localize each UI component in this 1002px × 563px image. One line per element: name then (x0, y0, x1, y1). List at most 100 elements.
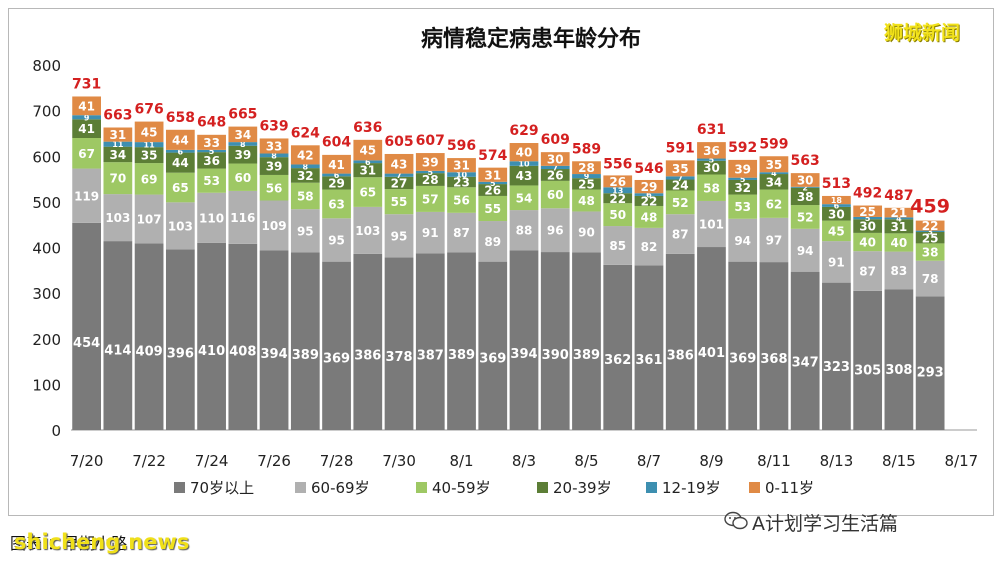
bar-segment (228, 190, 258, 244)
total-label: 589 (572, 141, 601, 157)
data-label: 55 (391, 195, 408, 209)
bar-segment (72, 119, 101, 138)
total-label: 596 (447, 138, 476, 154)
bar-segment (353, 177, 383, 207)
data-label: 26 (547, 169, 564, 183)
data-label: 62 (766, 197, 783, 211)
total-label: 658 (166, 110, 195, 126)
bar-segment (634, 193, 664, 196)
data-label: 70 (110, 172, 127, 186)
bar-segment (103, 146, 133, 163)
total-label: 591 (666, 140, 695, 156)
data-label: 387 (417, 348, 444, 363)
legend-label: 12-19岁 (662, 479, 721, 497)
chart: 病情稳定病患年龄分布 0 100 200 300 400 500 600 700 800 7/20… (32, 26, 979, 497)
data-label: 54 (516, 191, 533, 205)
data-label: 56 (453, 194, 470, 208)
bar-segment (822, 241, 851, 283)
total-label: 592 (728, 140, 757, 156)
bar-segment (447, 158, 476, 173)
bar-segment (384, 257, 414, 430)
data-label: 82 (641, 240, 658, 254)
data-label: 45 (828, 224, 845, 238)
data-label: 409 (136, 344, 163, 359)
x-tick-label: 7/30 (382, 452, 416, 470)
data-label: 11 (112, 140, 124, 149)
data-label: 95 (328, 234, 345, 248)
bar-segment (290, 164, 320, 169)
bar-segment (384, 189, 414, 215)
data-label: 119 (74, 189, 99, 203)
data-label: 5 (709, 156, 715, 165)
x-tick-label: 8/13 (820, 452, 854, 470)
bar-segment (353, 163, 383, 178)
total-label: 629 (509, 123, 538, 139)
data-label: 43 (391, 157, 408, 171)
bar-segment (759, 174, 789, 190)
x-tick-label: 8/17 (945, 452, 979, 470)
data-label: 8 (271, 151, 277, 160)
bar-segment (165, 172, 195, 203)
bar-segment (790, 228, 820, 272)
data-label: 78 (922, 272, 939, 286)
data-label: 65 (359, 186, 376, 200)
x-tick-label: 8/7 (637, 452, 661, 470)
bar-segment (540, 180, 570, 209)
bar-segment (478, 195, 508, 222)
bar-segment (822, 282, 851, 430)
data-label: 40 (516, 146, 533, 160)
data-label: 50 (609, 208, 626, 222)
bar-segment (259, 174, 289, 201)
data-label: 41 (78, 99, 95, 113)
total-label: 731 (72, 76, 101, 92)
legend-swatch (295, 482, 306, 493)
data-label: 362 (604, 353, 631, 368)
data-label: 38 (922, 246, 939, 260)
bar-segment (790, 187, 820, 206)
data-label: 40 (891, 236, 908, 250)
bar-segment (603, 203, 633, 227)
bar-segment (853, 205, 883, 217)
total-label: 605 (384, 134, 413, 150)
data-label: 28 (578, 161, 595, 175)
bar-segment (509, 185, 539, 211)
data-label: 368 (760, 352, 787, 367)
data-label: 30 (703, 161, 720, 175)
bar-segment (72, 222, 101, 430)
data-label: 323 (823, 360, 850, 375)
data-label: 22 (922, 219, 939, 233)
data-label: 57 (422, 192, 439, 206)
data-label: 39 (734, 162, 751, 176)
bar-segment (603, 226, 633, 265)
data-label: 401 (698, 346, 725, 361)
total-label: 604 (322, 134, 351, 150)
total-label: 631 (697, 122, 726, 138)
bar-segment (697, 158, 726, 161)
data-label: 87 (672, 228, 689, 242)
data-label: 347 (792, 356, 819, 371)
bar-segment (384, 153, 414, 174)
legend-label: 0-11岁 (765, 479, 814, 497)
bar-segment (884, 207, 914, 218)
legend-swatch (416, 482, 427, 493)
y-tick-label: 600 (32, 148, 61, 166)
bar-segment (478, 181, 508, 185)
data-label: 25 (859, 205, 876, 219)
data-label: 34 (110, 148, 127, 162)
bar-segment (884, 217, 914, 220)
data-label: 36 (703, 144, 720, 158)
legend-label: 70岁以上 (190, 479, 254, 497)
bar-segment (415, 253, 445, 430)
x-tick-label: 8/9 (699, 452, 723, 470)
data-label: 21 (891, 206, 908, 220)
data-label: 52 (797, 210, 814, 224)
data-label: 87 (859, 265, 876, 279)
bar-segment (572, 189, 601, 212)
data-label: 454 (73, 336, 100, 351)
data-label: 369 (729, 352, 756, 367)
bar-segment (572, 252, 601, 430)
data-label: 42 (297, 148, 314, 162)
x-tick-label: 7/24 (195, 452, 229, 470)
bar-segment (822, 195, 851, 205)
data-label: 53 (734, 200, 751, 214)
